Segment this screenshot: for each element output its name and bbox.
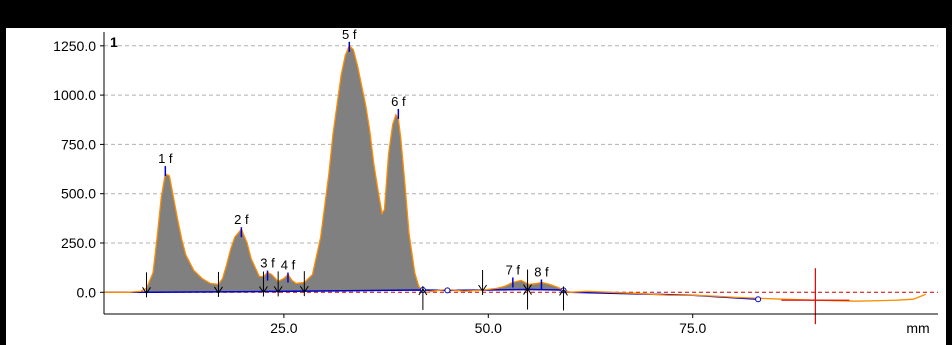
split-marker-down-4 bbox=[299, 271, 309, 297]
peak-label-6: 7 f bbox=[506, 262, 521, 277]
split-marker-down-1 bbox=[214, 271, 223, 297]
peak-label-7: 8 f bbox=[534, 264, 549, 279]
peak-label-1: 2 f bbox=[234, 212, 249, 227]
baseline-node-1 bbox=[444, 287, 451, 294]
peak-area-main bbox=[146, 45, 427, 293]
y-tick-label-0: 0.0 bbox=[77, 284, 97, 300]
split-marker-down-0 bbox=[142, 272, 151, 298]
split-marker-down-3 bbox=[273, 271, 283, 297]
peak-label-5: 6 f bbox=[391, 94, 406, 109]
y-tick-label-3: 750.0 bbox=[61, 136, 96, 152]
peak-label-4: 5 f bbox=[342, 28, 357, 42]
grid-lines bbox=[104, 45, 938, 293]
x-tick-label-2: 75.0 bbox=[679, 320, 706, 336]
chart-frame: 1 f 2 f 3 f 4 f 5 f 6 f 7 f 8 f 0.0 250.0 500.0 75… bbox=[6, 28, 946, 345]
y-tick-label-1: 250.0 bbox=[61, 235, 96, 251]
split-marker-down-5 bbox=[478, 269, 487, 295]
split-marker-down-2 bbox=[259, 271, 268, 297]
trace-label: 1 bbox=[110, 34, 118, 50]
y-tick-label-5: 1250.0 bbox=[53, 38, 96, 54]
x-tick-label-1: 50.0 bbox=[475, 320, 502, 336]
peak-label-0: 1 f bbox=[158, 151, 173, 166]
peak-label-2: 3 f bbox=[260, 256, 275, 271]
split-marker-up-0 bbox=[418, 285, 428, 310]
x-axis-label: mm bbox=[906, 320, 929, 336]
y-tick-label-4: 1000.0 bbox=[53, 87, 96, 103]
y-tick-label-2: 500.0 bbox=[61, 186, 96, 202]
split-marker-up-1 bbox=[523, 285, 532, 310]
x-tick-label-0: 25.0 bbox=[270, 320, 297, 336]
split-marker-up-2 bbox=[559, 286, 568, 311]
baseline-node-3 bbox=[755, 296, 762, 303]
peak-area-minor bbox=[488, 280, 564, 291]
peak-label-3: 4 f bbox=[281, 258, 296, 273]
chromatogram-chart: 1 f 2 f 3 f 4 f 5 f 6 f 7 f 8 f 0.0 250.0 500.0 75… bbox=[53, 28, 938, 336]
